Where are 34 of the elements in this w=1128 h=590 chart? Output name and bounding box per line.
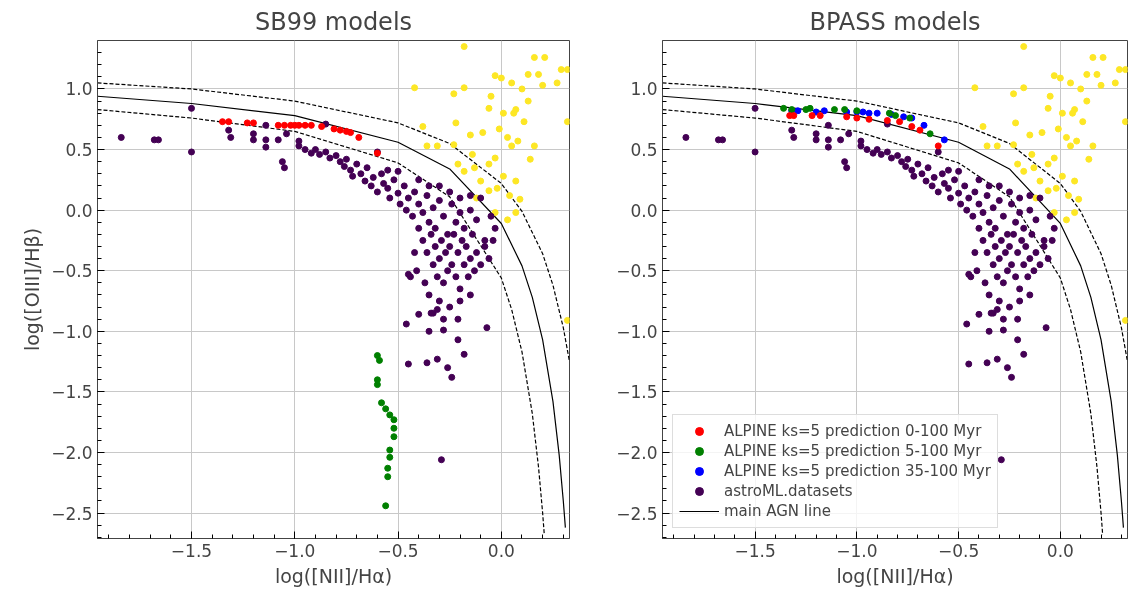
y-tick-label: 0.0 [65, 200, 93, 221]
chart-title: SB99 models [254, 7, 413, 36]
x-tick-label: 0.0 [487, 540, 515, 561]
y-tick-label: −1.5 [616, 382, 658, 403]
x-axis-title: log([NII]/Hα) [274, 564, 393, 587]
x-tick-label: −1.0 [836, 540, 878, 561]
y-axis-title: log([OIII]/Hβ) [21, 227, 44, 352]
y-tick-label: 0.5 [630, 140, 658, 161]
y-tick-label: 0.5 [65, 140, 93, 161]
y-tick-label: 1.0 [630, 79, 658, 100]
legend-label: astroML.datasets [724, 482, 853, 500]
y-tick-label: −1.5 [51, 382, 93, 403]
y-tick-label: −2.0 [51, 442, 93, 463]
x-axis-title: log([NII]/Hα) [836, 564, 954, 587]
legend-label: ALPINE ks=5 prediction 5-100 Myr [724, 442, 982, 460]
y-tick-label: 0.0 [630, 200, 658, 221]
y-tick-label: −1.0 [51, 321, 93, 342]
x-tick-label: 0.0 [1046, 540, 1074, 561]
legend-label: ALPINE ks=5 prediction 0-100 Myr [724, 422, 982, 440]
y-tick-label: −2.5 [51, 503, 93, 524]
x-tick-label: −1.5 [170, 540, 213, 561]
x-tick-label: −1.5 [734, 540, 776, 561]
x-tick-label: −0.5 [937, 540, 980, 561]
y-tick-label: −0.5 [51, 261, 93, 282]
y-tick-label: −2.5 [616, 503, 658, 524]
x-tick-label: −0.5 [377, 540, 419, 561]
y-tick-label: −2.0 [616, 442, 658, 463]
legend-label: main AGN line [724, 502, 831, 520]
y-tick-label: −1.0 [616, 321, 658, 342]
y-tick-label: −0.5 [616, 261, 658, 282]
chart-title: BPASS models [809, 7, 981, 36]
legend-label: ALPINE ks=5 prediction 35-100 Myr [724, 462, 991, 480]
y-tick-label: 1.0 [65, 79, 93, 100]
x-tick-label: −1.0 [274, 540, 316, 561]
